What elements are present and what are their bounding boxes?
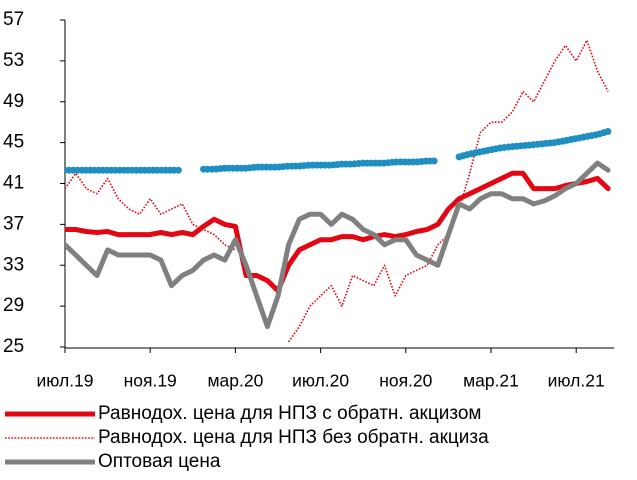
y-tick-label: 53 xyxy=(3,50,24,71)
series-line xyxy=(65,39,609,343)
x-tick-label: июл.20 xyxy=(292,371,349,391)
legend-label: Равнодох. цена для НПЗ с обратн. акцизом xyxy=(98,403,482,424)
x-tick-label: ноя.20 xyxy=(379,371,432,391)
x-tick-label: ноя.19 xyxy=(124,371,177,391)
y-tick-label: 37 xyxy=(3,213,24,234)
x-tick-label: июл.19 xyxy=(36,371,93,391)
y-tick-label: 25 xyxy=(3,336,24,357)
series-line xyxy=(65,127,612,174)
series-line xyxy=(65,170,611,294)
plot-area xyxy=(65,39,612,343)
x-tick-label: июл.21 xyxy=(548,371,605,391)
y-tick-label: 41 xyxy=(3,173,24,194)
y-tick-label: 49 xyxy=(3,91,24,112)
y-tick-label: 29 xyxy=(3,295,24,316)
y-tick-label: 33 xyxy=(3,254,24,275)
legend-label: Оптовая цена xyxy=(98,451,221,472)
x-tick-label: мар.20 xyxy=(207,371,263,391)
series-line xyxy=(65,160,611,330)
y-tick-label: 57 xyxy=(3,9,24,30)
y-tick-label: 45 xyxy=(3,132,24,153)
legend-label: Равнодох. цена для НПЗ без обратн. акциз… xyxy=(98,427,489,448)
x-tick-label: мар.21 xyxy=(463,371,519,391)
